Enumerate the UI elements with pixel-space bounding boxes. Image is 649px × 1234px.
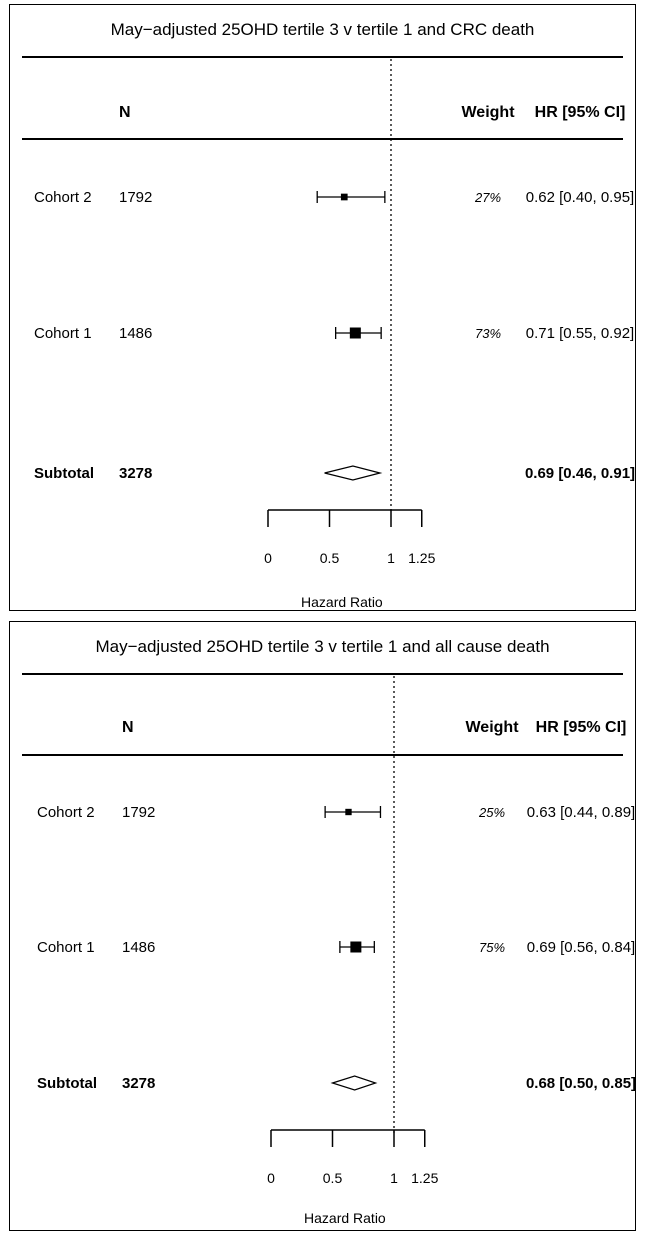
point-estimate-box <box>340 193 348 201</box>
row-weight: 27% <box>474 190 501 205</box>
x-tick-label: 0.5 <box>323 1170 343 1186</box>
column-header-weight: Weight <box>461 104 515 121</box>
row-hr-ci: 0.68 [0.50, 0.85] <box>526 1075 635 1092</box>
row-n: 1486 <box>122 939 155 956</box>
row-n: 1486 <box>119 325 152 342</box>
x-tick-label: 1.25 <box>411 1170 438 1186</box>
row-hr-ci: 0.62 [0.40, 0.95] <box>526 189 634 206</box>
row-label: Subtotal <box>34 465 94 482</box>
point-estimate-box <box>349 327 361 339</box>
point-estimate-box <box>350 941 362 953</box>
row-hr-ci: 0.69 [0.46, 0.91] <box>525 465 635 482</box>
row-hr-ci: 0.69 [0.56, 0.84] <box>527 939 635 956</box>
chart-title: May−adjusted 25OHD tertile 3 v tertile 1… <box>95 637 549 656</box>
row-n: 1792 <box>122 804 155 821</box>
x-tick-label: 1 <box>387 550 395 566</box>
column-header-n: N <box>119 104 131 121</box>
summary-diamond <box>324 465 383 481</box>
row-n: 1792 <box>119 189 152 206</box>
forest-plot-all-cause-death: May−adjusted 25OHD tertile 3 v tertile 1… <box>9 621 636 1231</box>
forest-plot-crc-death: May−adjusted 25OHD tertile 3 v tertile 1… <box>9 4 636 611</box>
column-header-hr: HR [95% CI] <box>535 104 626 121</box>
row-label: Cohort 1 <box>34 325 92 342</box>
row-n: 3278 <box>122 1075 155 1092</box>
x-tick-label: 0 <box>264 550 272 566</box>
row-weight: 73% <box>475 326 501 341</box>
row-label: Cohort 2 <box>37 804 95 821</box>
row-label: Cohort 2 <box>34 189 92 206</box>
row-label: Subtotal <box>37 1075 97 1092</box>
x-axis-label: Hazard Ratio <box>304 1210 386 1226</box>
column-header-weight: Weight <box>465 719 519 736</box>
point-estimate-box <box>345 808 352 816</box>
x-tick-label: 1.25 <box>408 550 435 566</box>
forest-plot-svg: May−adjusted 25OHD tertile 3 v tertile 1… <box>22 20 635 610</box>
x-axis-label: Hazard Ratio <box>301 594 383 610</box>
x-tick-label: 0.5 <box>320 550 340 566</box>
row-weight: 75% <box>479 940 505 955</box>
column-header-hr: HR [95% CI] <box>536 719 627 736</box>
row-weight: 25% <box>478 805 505 820</box>
forest-plot-svg: May−adjusted 25OHD tertile 3 v tertile 1… <box>22 637 635 1226</box>
column-header-n: N <box>122 719 134 736</box>
x-tick-label: 1 <box>390 1170 398 1186</box>
chart-title: May−adjusted 25OHD tertile 3 v tertile 1… <box>111 20 535 39</box>
x-tick-label: 0 <box>267 1170 275 1186</box>
summary-diamond <box>330 1075 378 1091</box>
row-hr-ci: 0.63 [0.44, 0.89] <box>527 804 635 821</box>
row-hr-ci: 0.71 [0.55, 0.92] <box>526 325 634 342</box>
row-label: Cohort 1 <box>37 939 95 956</box>
row-n: 3278 <box>119 465 152 482</box>
